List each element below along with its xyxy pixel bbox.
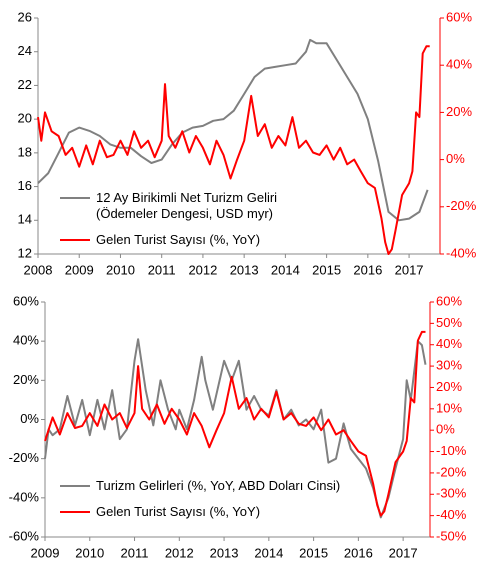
legend-label: 12 Ay Birikimli Net Turizm Geliri (Ödeme… (96, 190, 278, 221)
series-line (37, 45, 430, 255)
x-tick-label: 2016 (344, 545, 373, 560)
y2-tick-label: 0% (436, 422, 455, 437)
legend-text-box: Turizm Gelirleri (%, YoY, ABD Doları Cin… (96, 478, 341, 493)
x-tick-label: 2011 (148, 262, 176, 277)
y2-tick-label: 40% (436, 336, 462, 351)
x-tick-label: 2012 (188, 262, 217, 277)
legend-label: Gelen Turist Sayısı (%, YoY) (96, 232, 261, 247)
x-tick-label: 2017 (389, 545, 418, 560)
x-tick-label: 2013 (230, 262, 259, 277)
y2-tick-label: -30% (436, 486, 467, 501)
y-tick-label: -20% (9, 450, 40, 465)
y2-tick-label: -40% (436, 507, 467, 522)
series-line (37, 38, 429, 222)
y2-tick-label: 30% (436, 358, 462, 373)
y-tick-label: 40% (13, 333, 39, 348)
x-tick-label: 2010 (75, 545, 104, 560)
y-tick-label: -40% (9, 489, 40, 504)
y2-tick-label: 40% (446, 57, 472, 72)
y-tick-label: 60% (13, 293, 39, 308)
x-tick-label: 2017 (395, 262, 424, 277)
x-tick-label: 2013 (210, 545, 239, 560)
legend-text-box: 12 Ay Birikimli Net Turizm Geliri (Ödeme… (96, 190, 278, 221)
x-tick-label: 2014 (271, 262, 300, 277)
x-tick-label: 2016 (353, 262, 382, 277)
y-tick-label: 26 (18, 9, 32, 24)
y-tick-label: 16 (18, 178, 32, 193)
x-tick-label: 2015 (312, 262, 341, 277)
y-tick-label: 20% (13, 372, 39, 387)
x-tick-label: 2009 (65, 262, 94, 277)
x-tick-label: 2011 (121, 545, 149, 560)
y2-tick-label: 60% (436, 293, 462, 308)
y2-tick-label: -20% (436, 464, 467, 479)
y2-tick-label: 50% (436, 315, 462, 330)
legend-text-box: Gelen Turist Sayısı (%, YoY) (96, 232, 261, 247)
y-tick-label: 14 (18, 212, 32, 227)
x-tick-label: 2009 (31, 545, 60, 560)
y2-tick-label: 10% (436, 400, 462, 415)
y2-tick-label: -40% (446, 245, 477, 260)
x-tick-label: 2015 (299, 545, 328, 560)
y-tick-label: 12 (18, 245, 32, 260)
y-tick-label: 20 (18, 111, 32, 126)
legend-label: Turizm Gelirleri (%, YoY, ABD Doları Cin… (96, 478, 341, 493)
y-tick-label: 18 (18, 144, 32, 159)
y-tick-label: 24 (18, 43, 32, 58)
y2-tick-label: 0% (446, 151, 465, 166)
y2-tick-label: 20% (436, 379, 462, 394)
series-line (44, 330, 426, 517)
x-tick-label: 2010 (106, 262, 135, 277)
y2-tick-label: -50% (436, 528, 467, 543)
y-tick-label: 22 (18, 77, 32, 92)
y2-tick-label: -20% (446, 198, 477, 213)
x-tick-label: 2014 (254, 545, 283, 560)
legend-text-box: Gelen Turist Sayısı (%, YoY) (96, 504, 261, 519)
y-tick-label: -60% (9, 528, 40, 543)
y2-tick-label: 60% (446, 9, 472, 24)
y2-tick-label: 20% (446, 104, 472, 119)
series-line (44, 338, 427, 519)
y2-tick-label: -10% (436, 443, 467, 458)
legend-label: Gelen Turist Sayısı (%, YoY) (96, 504, 261, 519)
x-tick-label: 2008 (24, 262, 53, 277)
y-tick-label: 0% (20, 411, 39, 426)
x-tick-label: 2012 (165, 545, 194, 560)
